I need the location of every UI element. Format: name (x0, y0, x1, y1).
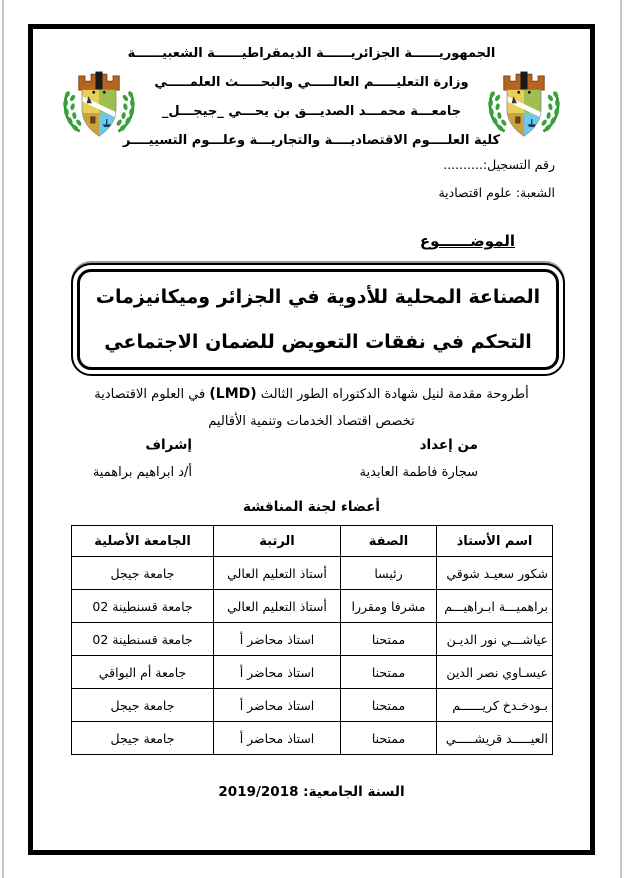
committee-table: اسم الأستاذ الصفة الرتبة الجامعة الأصلية… (71, 525, 553, 755)
header-faculty-line: كلية العلــــوم الاقتصاديــــة والتجاريـ… (122, 133, 501, 148)
header-university-line: جامعـــة محمـــد الصديـــق بن يحـــي _جي… (161, 104, 462, 119)
cell-university: جامعة قسنطينة 02 (71, 622, 214, 656)
table-header-row: اسم الأستاذ الصفة الرتبة الجامعة الأصلية (71, 525, 553, 557)
table-row: براهميـــة ابـراهيـــم مشرفا ومقررا أستا… (71, 589, 553, 623)
cell-professor-name: براهميـــة ابـراهيـــم (436, 589, 553, 623)
author-name: سجارة فاطمة العابدية (359, 465, 478, 480)
col-header-university: الجامعة الأصلية (71, 525, 214, 557)
cell-university: جامعة جيجل (71, 556, 214, 590)
cell-role: ممتحنا (340, 622, 437, 656)
table-row: عيسـاوي نصر الدين ممتحنا استاذ محاضر أ ج… (71, 655, 553, 689)
table-row: عياشـــي نور الديـن ممتحنا استاذ محاضر أ… (71, 622, 553, 656)
cell-professor-name: العيـــــد قريشـــــي (436, 721, 553, 755)
university-crest-icon (63, 71, 135, 137)
header-ministry-line: وزارة التعليـــــم العالـــــي والبحــــ… (154, 75, 469, 90)
supervisor-name: أ/د ابراهيم براهمية (92, 465, 192, 480)
thesis-title-line-1: الصناعة المحلية للأدوية في الجزائر وميكا… (95, 285, 541, 308)
cell-university: جامعة جيجل (71, 721, 214, 755)
thesis-title-box: الصناعة المحلية للأدوية في الجزائر وميكا… (71, 263, 565, 376)
cell-role: رئيسا (340, 556, 437, 590)
page-edge-left (2, 0, 4, 878)
cell-professor-name: شكور سعيـد شوقي (436, 556, 553, 590)
subject-heading: الموضــــــوع (419, 232, 515, 250)
branch-line: الشعبة: علوم اقتصادية (438, 185, 555, 200)
cell-university: جامعة جيجل (71, 688, 214, 722)
thesis-title-box-inner: الصناعة المحلية للأدوية في الجزائر وميكا… (77, 269, 559, 370)
cell-rank: أستاذ التعليم العالي (213, 589, 341, 623)
cell-rank: استاذ محاضر أ (213, 688, 341, 722)
table-row: شكور سعيـد شوقي رئيسا أستاذ التعليم العا… (71, 556, 553, 590)
cell-rank: استاذ محاضر أ (213, 721, 341, 755)
thesis-specialty-line: تخصص اقتصاد الخدمات وتنمية الأقاليم (208, 414, 415, 429)
cell-role: ممتحنا (340, 721, 437, 755)
cell-rank: استاذ محاضر أ (213, 655, 341, 689)
cell-professor-name: عياشـــي نور الديـن (436, 622, 553, 656)
prepared-by-block: من إعداد سجارة فاطمة العابدية (360, 432, 478, 486)
university-emblem-logo-right (480, 61, 568, 149)
header-text-block: الجمهوريــــــة الجزائريــــــة الديمقرا… (95, 39, 528, 155)
col-header-professor-name: اسم الأستاذ (436, 525, 553, 557)
thesis-degree-text-after: في العلوم الاقتصادية (94, 387, 210, 402)
cell-role: ممتحنا (340, 655, 437, 689)
registration-block: رقم التسجيل:.......... الشعبة: علوم اقتص… (438, 151, 555, 207)
header-republic-line: الجمهوريــــــة الجزائريــــــة الديمقرا… (127, 46, 496, 61)
thesis-description-block: أطروحة مقدمة لنيل شهادة الدكتوراه الطور … (53, 381, 570, 435)
cell-role: ممتحنا (340, 688, 437, 722)
thesis-degree-line: أطروحة مقدمة لنيل شهادة الدكتوراه الطور … (53, 381, 570, 408)
cell-professor-name: عيسـاوي نصر الدين (436, 655, 553, 689)
committee-title: أعضاء لجنة المناقشة (242, 499, 381, 515)
registration-number-line: رقم التسجيل:.......... (443, 157, 555, 172)
col-header-role: الصفة (340, 525, 437, 557)
page-edge-right (620, 0, 622, 878)
thesis-degree-text-before: أطروحة مقدمة لنيل شهادة الدكتوراه الطور … (256, 387, 529, 402)
cell-university: جامعة أم البواقي (71, 655, 214, 689)
page-border-frame: الجمهوريــــــة الجزائريــــــة الديمقرا… (28, 24, 595, 855)
thesis-title-line-2: التحكم في نفقات التعويض للضمان الاجتماعي (104, 330, 532, 353)
lmd-label: (LMD) (209, 386, 257, 402)
university-emblem-logo-left (55, 61, 143, 149)
cell-professor-name: بـودخـدخ كريــــــم (436, 688, 553, 722)
prepared-by-label: من إعداد (419, 437, 478, 453)
cell-rank: أستاذ التعليم العالي (213, 556, 341, 590)
table-row: بـودخـدخ كريــــــم ممتحنا استاذ محاضر أ… (71, 688, 553, 722)
col-header-rank: الرتبة (213, 525, 341, 557)
cell-rank: استاذ محاضر أ (213, 622, 341, 656)
cell-university: جامعة قسنطينة 02 (71, 589, 214, 623)
university-crest-icon (488, 71, 560, 137)
supervision-label: إشراف (145, 437, 192, 453)
academic-year: السنة الجامعية: 2019/2018 (218, 784, 405, 800)
supervision-block: إشراف أ/د ابراهيم براهمية (93, 432, 192, 486)
cell-role: مشرفا ومقررا (340, 589, 437, 623)
table-row: العيـــــد قريشـــــي ممتحنا استاذ محاضر… (71, 721, 553, 755)
